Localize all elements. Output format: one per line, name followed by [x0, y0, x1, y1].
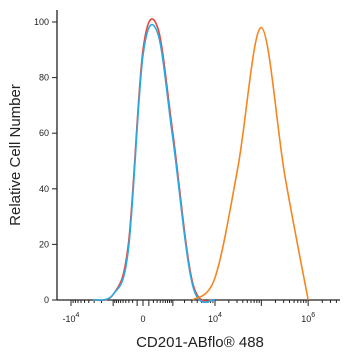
x-axis-title: CD201-ABflo® 488	[136, 334, 264, 351]
plot-frame	[56, 10, 340, 301]
x-tick-label: 0	[140, 314, 145, 324]
y-tick-label-60: 60	[39, 128, 49, 138]
x-tick-label: 104	[208, 312, 222, 324]
y-tick-label-40: 40	[39, 184, 49, 194]
series-line-1	[92, 23, 216, 304]
y-tick-label-100: 100	[34, 17, 49, 27]
y-axis-title: Relative Cell Number	[7, 84, 24, 226]
x-axis: -104 0 104 106	[63, 300, 337, 324]
series-line-0	[92, 18, 216, 302]
series-line-2	[192, 26, 309, 301]
y-tick-label-0: 0	[44, 295, 49, 305]
y-tick-label-20: 20	[39, 239, 49, 249]
y-tick-label-80: 80	[39, 73, 49, 83]
y-axis: 0 20 40 60 80 100	[34, 17, 57, 305]
series-group	[92, 18, 309, 304]
x-tick-label: 106	[301, 312, 315, 324]
x-tick-label: -104	[63, 312, 80, 324]
